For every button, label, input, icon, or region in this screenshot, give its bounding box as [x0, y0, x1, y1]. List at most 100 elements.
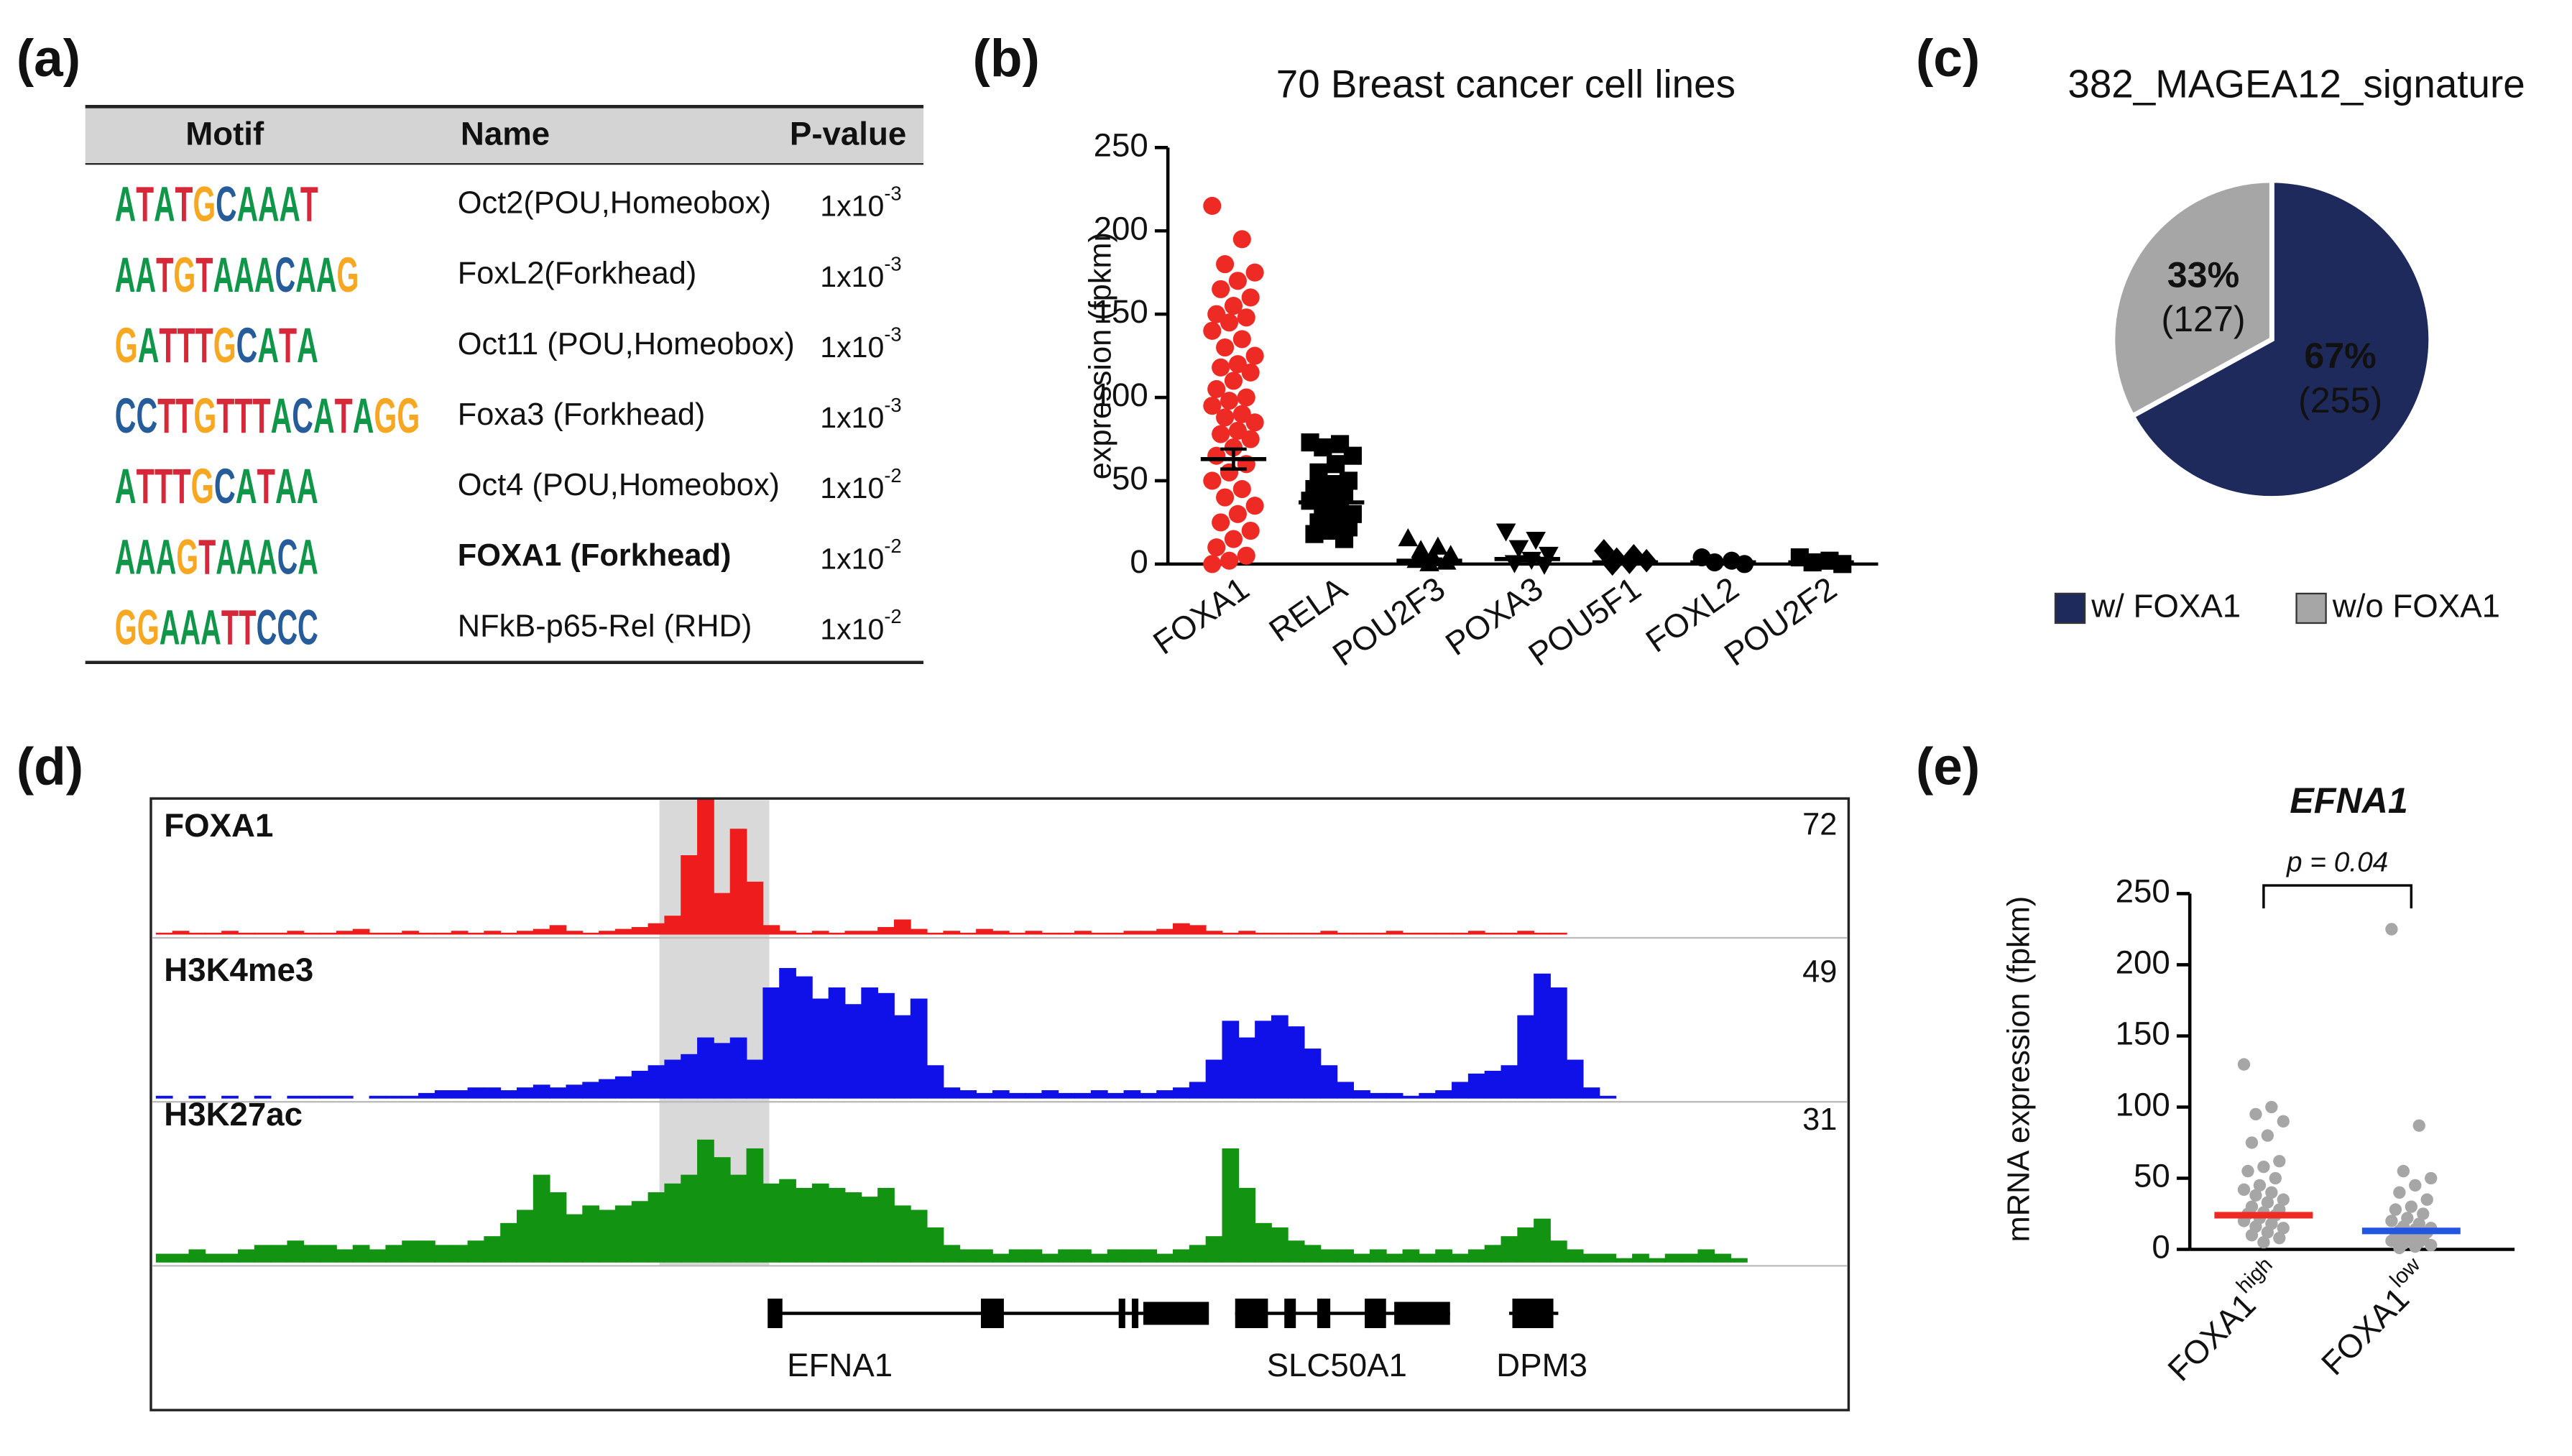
signal-bar: [1714, 1253, 1731, 1263]
point: [1220, 392, 1239, 410]
p-value-base: 1x10: [820, 260, 884, 293]
significance-bracket: [2262, 884, 2413, 908]
point: [2265, 1186, 2278, 1199]
point: [1314, 438, 1332, 457]
signal-bar: [779, 931, 796, 935]
signal-bar: [303, 932, 321, 935]
tracks: [155, 798, 1748, 1263]
point: [1212, 358, 1230, 377]
point: [2409, 1240, 2422, 1253]
signal-bar: [287, 1240, 305, 1263]
signal-bar: [582, 1082, 600, 1099]
motif-name: Oct4 (POU,Homeobox): [458, 468, 780, 502]
signal-bar: [959, 932, 977, 935]
signal-bar: [1599, 1095, 1617, 1099]
signal-bar: [976, 929, 993, 935]
signal-bar: [1222, 932, 1240, 935]
signal-bar: [484, 931, 502, 935]
signal-bar: [1419, 1092, 1437, 1099]
signal-bar: [1041, 1253, 1059, 1263]
signal-bar: [320, 1245, 337, 1263]
signal-bar: [369, 1249, 387, 1263]
p-value: 1x10-3: [820, 183, 901, 223]
signal-bar: [762, 925, 780, 935]
signal-bar: [844, 1004, 862, 1099]
track-max: 31: [1802, 1102, 1837, 1137]
motif-logo: CCTTGTTTACATAGG: [115, 388, 420, 443]
signal-bar: [1386, 931, 1403, 935]
track-name: FOXA1: [164, 807, 273, 844]
signal-bar: [1467, 1249, 1485, 1263]
y-tick-label: 50: [1112, 460, 1148, 497]
signal-bar: [844, 931, 862, 935]
motif-name: Oct2(POU,Homeobox): [458, 186, 771, 221]
point: [2277, 1115, 2290, 1128]
y-tick-label: 150: [1094, 293, 1148, 330]
signal-bar: [811, 1183, 829, 1263]
p-value: 1x10-2: [820, 464, 901, 504]
motif-logo: GATTTGCATA: [115, 318, 318, 373]
gene-label: EFNA1: [787, 1347, 893, 1383]
p-value-exponent: -2: [884, 605, 901, 627]
signal-bar: [1534, 1218, 1551, 1263]
signal-bar: [221, 931, 239, 935]
signal-bar: [402, 1240, 419, 1263]
point: [1495, 523, 1516, 542]
signal-bar: [1205, 931, 1223, 935]
point: [2393, 1186, 2406, 1199]
point: [1203, 397, 1222, 415]
signal-bar: [811, 931, 829, 935]
signal-bar: [1599, 1253, 1617, 1263]
signal-bar: [1369, 932, 1387, 935]
p-value-exponent: -3: [884, 253, 901, 275]
signal-bar: [1008, 1249, 1026, 1263]
point: [2385, 923, 2398, 936]
pie-slice: [2129, 178, 2434, 501]
point: [2273, 1155, 2286, 1168]
signal-bar: [796, 932, 813, 935]
signal-bar: [664, 916, 682, 935]
exon: [1512, 1298, 1554, 1329]
signal-bar: [1107, 932, 1125, 935]
point: [1428, 536, 1448, 555]
p-value-base: 1x10: [820, 612, 884, 645]
signal-bar: [1730, 1258, 1748, 1263]
point: [2261, 1196, 2274, 1209]
signal-bar: [205, 1253, 223, 1263]
signal-bar: [910, 929, 928, 935]
x-tick-label: POU5F1: [1522, 570, 1648, 673]
point: [1237, 388, 1255, 407]
signal-bar: [631, 926, 649, 935]
signal-bar: [270, 932, 288, 935]
motif-name: FoxL2(Forkhead): [458, 257, 697, 291]
signal-bar: [713, 893, 731, 935]
point: [1216, 255, 1235, 274]
exon: [1284, 1298, 1296, 1329]
point: [1245, 263, 1264, 282]
point: [1207, 379, 1226, 399]
signal-bar: [614, 1205, 632, 1263]
signal-bar: [861, 1197, 879, 1263]
signal-bar: [221, 1095, 239, 1099]
exon: [1365, 1298, 1386, 1329]
signal-bar: [1140, 931, 1158, 935]
gene-label: DPM3: [1496, 1347, 1587, 1383]
y-tick-label: 150: [2116, 1015, 2170, 1052]
signal-bar: [1435, 932, 1452, 935]
motif-name: FOXA1 (Forkhead): [458, 538, 732, 573]
table-header: Motif: [185, 115, 264, 152]
point: [2393, 1241, 2406, 1255]
legend-label: w/o FOXA1: [2332, 588, 2500, 625]
signal-bar: [1287, 1240, 1305, 1263]
point: [2277, 1222, 2290, 1235]
signal-bar: [500, 932, 517, 935]
signal-bar: [762, 987, 780, 1099]
point: [2273, 1232, 2286, 1245]
p-value-base: 1x10: [820, 331, 884, 364]
signal-bar: [1337, 932, 1354, 935]
point: [2412, 1119, 2425, 1132]
track-name: H3K4me3: [164, 952, 313, 988]
signal-bar: [943, 931, 961, 935]
p-value: 1x10-2: [820, 535, 901, 575]
signal-bar: [1205, 1236, 1223, 1263]
